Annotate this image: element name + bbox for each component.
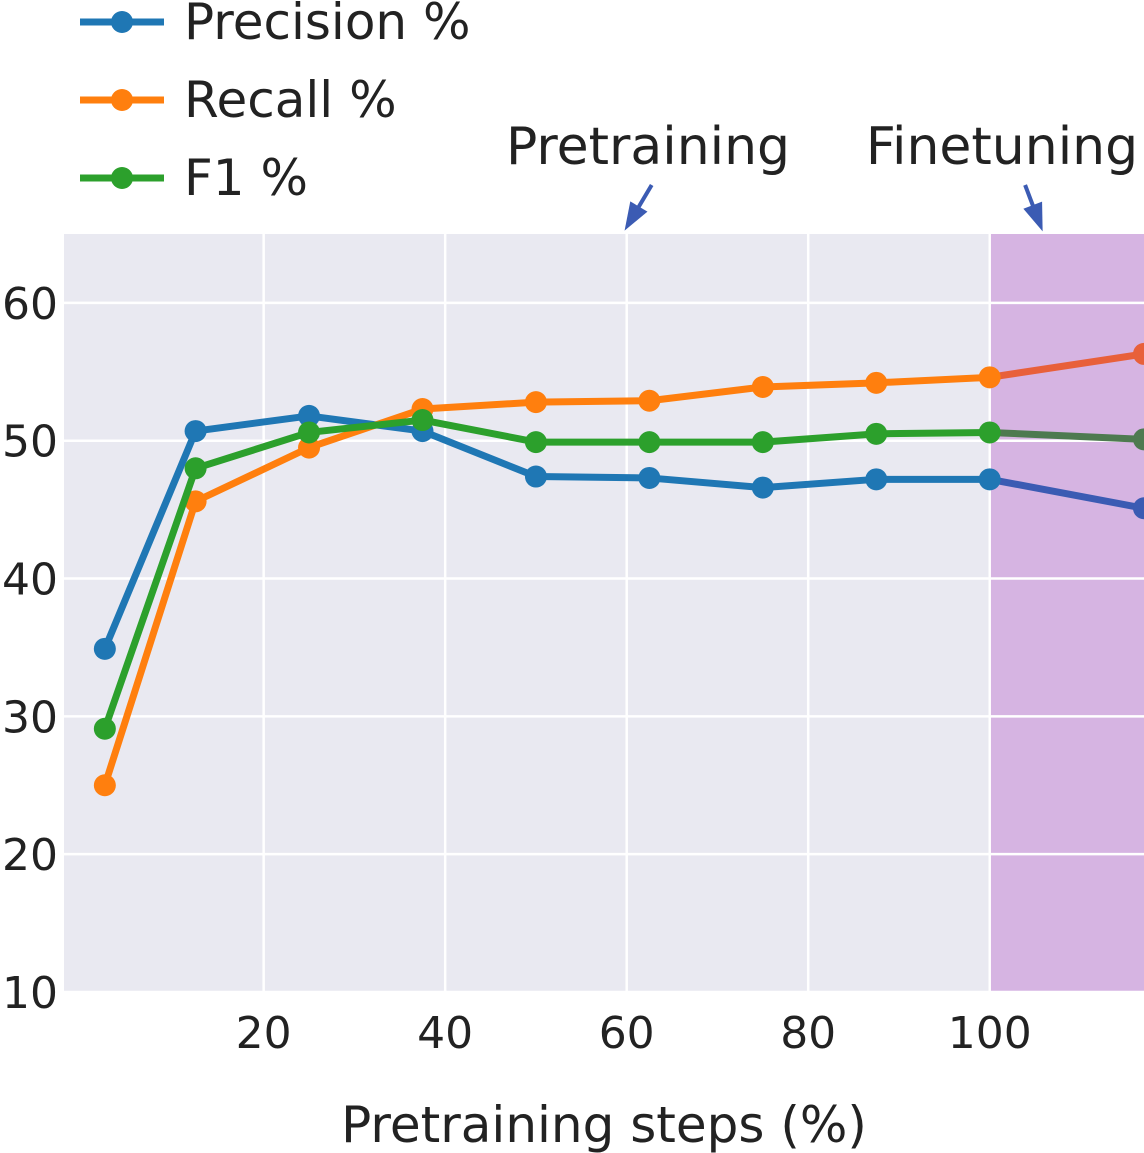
y-tick-label: 20 [2, 830, 58, 881]
data-point [93, 717, 116, 740]
data-point [638, 389, 661, 412]
legend-label: F1 % [184, 149, 308, 207]
y-tick-label: 50 [2, 417, 58, 468]
data-point [978, 366, 1001, 389]
data-point [184, 457, 207, 480]
annotation-arrowhead [1023, 201, 1043, 232]
legend-marker [111, 167, 133, 189]
data-point [865, 422, 888, 445]
legend-label: Precision % [184, 0, 471, 51]
data-point [298, 421, 321, 444]
data-point [93, 637, 116, 660]
series-finetune-line-1 [989, 350, 1144, 381]
annotation-label: Finetuning [866, 117, 1138, 177]
x-tick-label: 80 [780, 1008, 836, 1059]
legend-label: Recall % [184, 71, 397, 129]
legend-marker [111, 89, 133, 111]
legend-marker [111, 11, 133, 33]
data-point [865, 371, 888, 394]
y-tick-label: 10 [2, 968, 58, 1019]
annotation-arrowhead [624, 201, 648, 231]
x-tick-label: 20 [236, 1008, 292, 1059]
y-tick-label: 30 [2, 692, 58, 743]
y-tick-label: 40 [2, 555, 58, 606]
data-point [1133, 428, 1144, 451]
data-point [184, 490, 207, 513]
data-point [751, 476, 774, 499]
finetuning-region [989, 234, 1144, 992]
y-tick-label: 60 [2, 279, 58, 330]
data-point [978, 468, 1001, 491]
series-finetune-line-0 [989, 475, 1144, 512]
data-point [298, 436, 321, 459]
plot-background [64, 234, 1144, 992]
data-point [638, 431, 661, 454]
data-point [751, 375, 774, 398]
data-point [638, 466, 661, 489]
data-point [751, 431, 774, 454]
data-point [411, 409, 434, 432]
data-point [524, 465, 547, 488]
series-finetune-line-2 [989, 428, 1144, 443]
data-point [1133, 497, 1144, 520]
x-tick-label: 40 [417, 1008, 473, 1059]
data-point [978, 421, 1001, 444]
data-point [865, 468, 888, 491]
data-point [298, 404, 321, 427]
x-tick-label: 100 [948, 1008, 1032, 1059]
data-point [93, 774, 116, 797]
data-point [524, 391, 547, 414]
annotation-label: Pretraining [506, 117, 790, 177]
x-tick-label: 60 [599, 1008, 655, 1059]
data-point [524, 431, 547, 454]
x-axis-label: Pretraining steps (%) [341, 1096, 867, 1153]
data-point [184, 420, 207, 443]
data-point [1133, 342, 1144, 365]
